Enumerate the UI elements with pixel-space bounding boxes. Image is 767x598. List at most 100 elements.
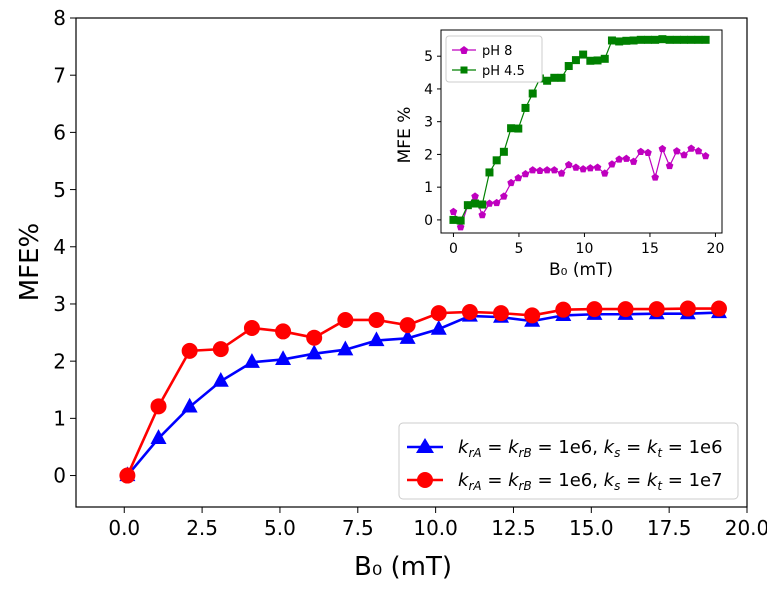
inset-series-1-point [593, 56, 602, 65]
main-series-1-point [648, 301, 665, 318]
inset-series-0-point [694, 147, 703, 155]
inset-series-0-point [701, 152, 710, 160]
inset-series-1-point [564, 62, 573, 71]
inset-x-tick-label: 20 [707, 241, 725, 257]
main-y-tick-label: 8 [53, 6, 66, 30]
main-series-1-point [275, 323, 292, 340]
main-series-1-point [119, 467, 136, 484]
inset-series-1-point [557, 73, 566, 82]
inset-series-0-point [608, 160, 616, 168]
inset-series-0-point [629, 157, 638, 165]
inset-x-tick-label: 15 [641, 241, 659, 257]
inset-series-0-point [636, 147, 645, 156]
main-legend: krA = krB = 1e6, ks = kt = 1e6 krA = krB… [398, 422, 739, 500]
inset-series-1-point [622, 36, 631, 45]
main-x-tick-label: 15.0 [569, 516, 614, 540]
main-x-tick-label: 10.0 [413, 516, 458, 540]
main-series-0-point [430, 319, 447, 335]
inset-series-1-point [687, 35, 696, 44]
inset-legend-marker-pentagon [460, 46, 468, 54]
main-series-0-point [212, 371, 229, 387]
main-series-1-point [306, 329, 323, 346]
main-series-0-point [368, 331, 385, 347]
inset-series-1-point [514, 124, 523, 133]
inset-series-1-point [478, 200, 487, 209]
inset-y-axis: 0 1 2 3 4 5 [424, 49, 441, 229]
main-series-1-point [586, 301, 603, 318]
main-x-tick-label: 17.5 [647, 516, 692, 540]
main-series-0-point [275, 350, 292, 366]
inset-series-0-point [543, 166, 551, 174]
main-series-0-point [337, 340, 354, 356]
inset-y-tick-label: 2 [424, 147, 433, 163]
inset-series-0-point [492, 198, 501, 207]
inset-y-axis-title: MFE % [395, 107, 415, 164]
inset-series-0-point [586, 164, 595, 172]
inset-series-1-point [629, 36, 638, 45]
inset-series-1-point [456, 216, 465, 225]
inset-series-1-point [701, 35, 710, 44]
main-plot: 0.0 2.5 5.0 7.5 10.0 12.5 15.0 17.5 20.0 0 1 2 3 4 5 6… [15, 6, 767, 582]
inset-series-1-point [607, 36, 616, 45]
inset-series-group [449, 35, 710, 231]
inset-series-0-point [528, 166, 537, 174]
inset-series-1-point [586, 56, 595, 65]
main-x-tick-label: 0.0 [108, 516, 140, 540]
inset-series-0-point [579, 165, 587, 173]
inset-series-1-point [521, 103, 530, 112]
inset-series-1-point [680, 35, 689, 44]
main-series-1-point [243, 319, 260, 336]
inset-series-0-point [514, 173, 523, 182]
inset-series-0-point [673, 147, 681, 155]
inset-series-1-point [615, 37, 624, 46]
inset-series-1-point [571, 56, 580, 65]
inset-series-0-point [536, 166, 544, 175]
inset-series-0-point [471, 192, 479, 200]
inset-legend: pH 8 pH 4.5 [445, 35, 543, 83]
inset-series-0-point [521, 170, 530, 178]
inset-series-0-point [550, 166, 559, 174]
legend-label-blue: krA = krB = 1e6, ks = kt = 1e6 [458, 437, 723, 460]
inset-x-tick-label: 5 [514, 241, 523, 257]
main-series-1-point [710, 300, 727, 317]
inset-x-axis: 0 5 10 15 20 [449, 233, 724, 257]
main-series-1-point [555, 301, 572, 318]
legend-marker-circle [417, 472, 433, 488]
inset-series-1-point [658, 35, 667, 44]
inset-series-0-point [665, 161, 674, 170]
main-series-0-point [306, 344, 323, 360]
inset-legend-marker-square [460, 66, 468, 74]
main-series-1-point [430, 305, 447, 322]
inset-series-1-point [507, 124, 516, 133]
inset-series-0-point [680, 151, 688, 159]
main-y-tick-label: 6 [53, 121, 66, 145]
inset-y-tick-label: 4 [424, 82, 433, 98]
main-plot-frame [75, 17, 748, 508]
inset-x-tick-label: 10 [576, 241, 594, 257]
legend-label-red: krA = krB = 1e6, ks = kt = 1e7 [458, 470, 723, 493]
main-x-axis: 0.0 2.5 5.0 7.5 10.0 12.5 15.0 17.5 20.0 [108, 507, 767, 540]
main-series-1-point [150, 398, 167, 415]
inset-series-0-point [557, 169, 566, 177]
main-series-0-point [399, 329, 416, 344]
inset-series-1-point [550, 73, 559, 82]
inset-series-1-point [643, 35, 652, 44]
inset-x-tick-label: 0 [449, 241, 458, 257]
inset-series-1-point [672, 35, 681, 44]
main-series-0-point [181, 397, 198, 413]
legend-marker-triangle [416, 438, 434, 453]
inset-series-0-point [500, 192, 508, 200]
inset-legend-label-ph45: pH 4.5 [482, 64, 525, 79]
inset-series-0-point [449, 207, 458, 215]
inset-plot-frame [440, 29, 723, 234]
inset-y-tick-label: 1 [424, 180, 433, 196]
inset-series-1-point [528, 89, 537, 98]
main-series-1-point [617, 301, 634, 318]
main-x-tick-label: 12.5 [491, 516, 536, 540]
main-y-tick-label: 3 [53, 292, 66, 316]
inset-series-0-point [651, 173, 659, 181]
main-y-tick-label: 2 [53, 349, 66, 373]
inset-series-1-point [463, 201, 472, 210]
main-series-1-point [524, 307, 541, 324]
